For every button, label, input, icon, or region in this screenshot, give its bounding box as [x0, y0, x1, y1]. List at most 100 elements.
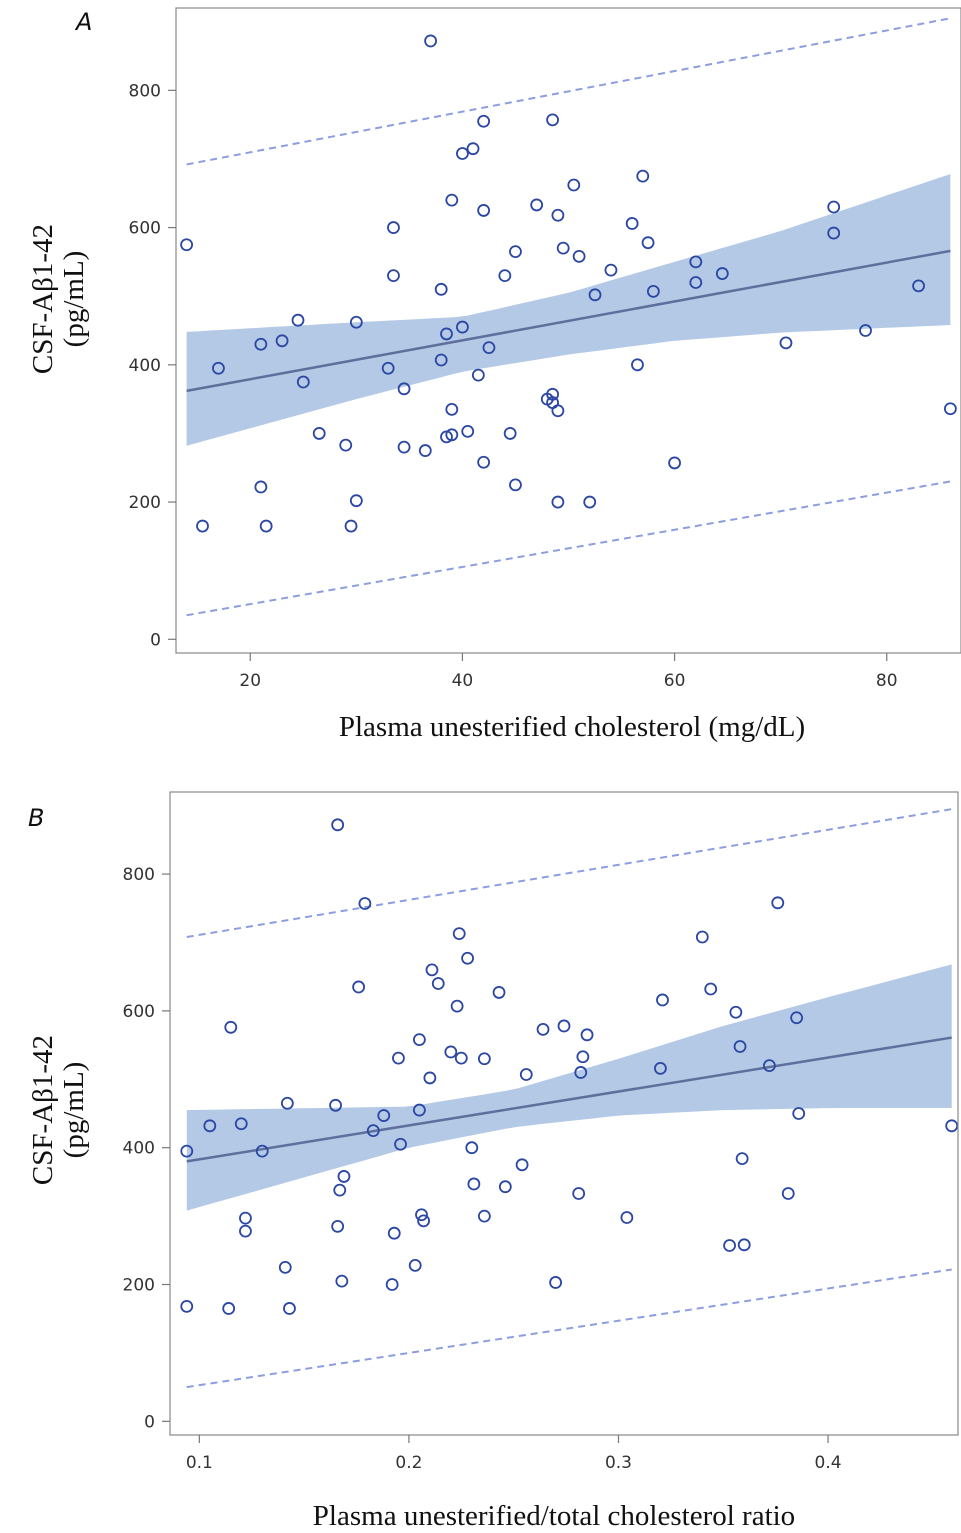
- data-point: [668, 456, 681, 470]
- data-point: [704, 982, 718, 996]
- data-point: [394, 1137, 407, 1151]
- data-point: [431, 977, 445, 990]
- x-tick-label: 80: [876, 671, 898, 691]
- data-point: [424, 34, 437, 48]
- y-tick-label: 0: [150, 630, 161, 650]
- data-point: [255, 1144, 269, 1158]
- data-point: [583, 495, 597, 509]
- x-tick-label: 60: [664, 671, 686, 691]
- y-axis-title-line-2: (pg/mL): [58, 251, 90, 348]
- data-point: [576, 1050, 590, 1064]
- data-point: [180, 1300, 194, 1313]
- y-axis-title-b: CSF-Aβ1-42 (pg/mL): [27, 1035, 90, 1185]
- plot-frame: [169, 791, 959, 1436]
- data-point: [418, 444, 432, 457]
- data-point: [465, 1141, 479, 1155]
- data-point: [461, 951, 474, 965]
- data-point: [392, 1051, 405, 1065]
- data-point: [180, 238, 194, 252]
- data-point: [790, 1011, 804, 1025]
- data-point: [572, 249, 586, 263]
- confidence-band: [186, 964, 952, 1211]
- y-tick-label: 200: [129, 493, 161, 513]
- regression-line: [186, 249, 951, 393]
- data-point: [278, 1261, 292, 1274]
- data-point: [912, 279, 925, 293]
- data-point: [254, 337, 268, 351]
- data-point: [417, 1214, 430, 1228]
- data-point: [224, 1020, 238, 1034]
- data-point: [729, 1005, 743, 1019]
- data-point: [333, 1183, 347, 1197]
- data-point: [771, 896, 785, 910]
- y-tick-label: 400: [123, 1139, 155, 1159]
- data-point: [434, 282, 448, 296]
- data-point: [620, 1211, 634, 1224]
- data-point: [557, 1019, 571, 1033]
- data-point: [344, 519, 358, 533]
- y-axis-title-line-2: (pg/mL): [58, 1062, 90, 1159]
- data-point: [477, 1209, 491, 1223]
- data-point: [636, 169, 650, 183]
- data-point: [477, 455, 491, 469]
- plot-area: [180, 808, 958, 1389]
- data-point: [580, 1028, 594, 1042]
- data-point: [477, 204, 491, 217]
- y-tick-label: 600: [129, 219, 161, 239]
- data-point: [352, 980, 366, 994]
- x-axis-title-a: Plasma unesterified cholesterol (mg/dL): [339, 711, 805, 743]
- data-point: [454, 1051, 468, 1065]
- data-point: [387, 1226, 401, 1240]
- scatter-panel-b: B CSF-Aβ1-42 (pg/mL) Plasma unesterified…: [27, 791, 959, 1532]
- data-point: [412, 1103, 426, 1117]
- data-point: [239, 1211, 252, 1225]
- data-point: [331, 1219, 345, 1233]
- data-point: [689, 255, 703, 269]
- data-point: [827, 200, 841, 214]
- data-point: [827, 226, 841, 240]
- data-point: [556, 241, 570, 255]
- data-point: [461, 424, 475, 438]
- x-tick-label: 40: [452, 671, 474, 691]
- data-point: [551, 495, 565, 509]
- data-point: [515, 1158, 529, 1172]
- data-point: [358, 897, 372, 910]
- data-point: [296, 375, 310, 389]
- data-point: [349, 315, 363, 329]
- data-point: [551, 208, 565, 222]
- data-point: [234, 1117, 248, 1131]
- x-tick-label: 0.1: [186, 1453, 213, 1473]
- data-point: [549, 1276, 563, 1289]
- data-point: [546, 387, 559, 401]
- data-point: [452, 927, 466, 940]
- data-point: [445, 193, 459, 207]
- data-point: [212, 361, 225, 375]
- y-axis-title-line-1: CSF-Aβ1-42: [27, 224, 59, 374]
- data-point: [434, 353, 448, 367]
- data-point: [385, 1278, 399, 1291]
- data-point: [222, 1302, 236, 1315]
- data-point: [412, 1033, 426, 1047]
- data-point: [509, 478, 522, 492]
- data-point: [387, 269, 400, 283]
- data-point: [239, 1224, 252, 1238]
- data-point: [574, 1066, 588, 1079]
- data-point: [331, 818, 345, 832]
- y-tick-label: 400: [129, 356, 161, 376]
- scatter-panel-a: A CSF-Aβ1-42 (pg/mL) Plasma unesterified…: [27, 7, 961, 743]
- panel-label-b: B: [28, 804, 44, 832]
- data-point: [254, 480, 268, 494]
- data-point: [283, 1302, 296, 1315]
- data-point: [477, 114, 491, 128]
- data-point: [312, 427, 326, 440]
- data-point: [695, 930, 709, 944]
- data-point: [423, 1071, 437, 1085]
- data-point: [477, 1052, 491, 1066]
- data-point: [335, 1274, 349, 1288]
- data-point: [536, 1022, 550, 1036]
- prediction-limit-lower: [186, 480, 951, 617]
- data-point: [604, 263, 618, 277]
- data-point: [337, 1170, 351, 1183]
- data-point: [259, 519, 273, 533]
